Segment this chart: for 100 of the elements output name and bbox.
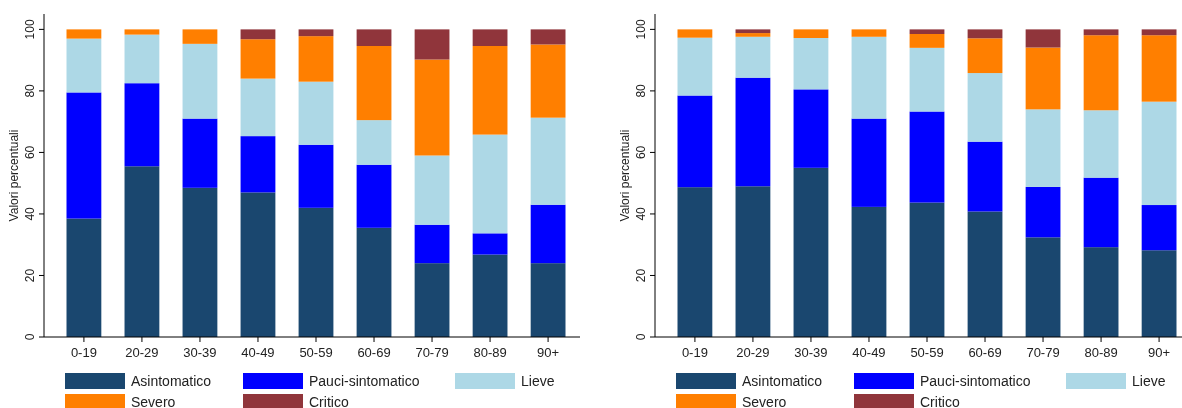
bar [414,29,450,60]
bar [1083,29,1119,36]
x-tick-label: 20-29 [125,345,159,360]
bar [967,38,1003,74]
x-tick-label: 30-39 [183,345,217,360]
bar [793,37,829,90]
y-tick-label: 100 [23,19,37,40]
bar [967,73,1003,142]
bar [1141,205,1177,251]
bar [909,202,945,337]
bar [414,155,450,225]
bar [909,111,945,203]
bar [909,29,945,34]
bar [240,78,276,137]
bar [735,36,771,78]
bar [298,81,334,145]
bar [793,29,829,38]
bar [530,117,566,205]
bar [414,263,450,337]
bar [356,120,392,165]
bar [356,45,392,121]
x-tick-label: 30-39 [794,345,828,360]
legend-label: Lieve [521,373,555,389]
bar [909,47,945,112]
bar [414,224,450,264]
bar [1025,29,1061,48]
y-tick-label: 20 [634,268,648,283]
bar [530,29,566,45]
legend-label: Severo [131,394,176,408]
legend-label: Critico [920,394,960,408]
bar [298,29,334,37]
bar [1025,47,1061,110]
bar [182,43,218,119]
x-tick-label: 0-19 [681,345,708,360]
bar [1083,110,1119,178]
x-tick-label: 90+ [1148,345,1171,360]
bar [472,233,508,255]
bar [124,29,160,35]
legend-label: Critico [309,394,349,408]
bar [1141,250,1177,337]
y-tick-label: 40 [634,206,648,221]
bar [677,95,713,188]
bar [1025,109,1061,187]
bar [472,29,508,46]
bar [66,218,102,337]
bar [240,136,276,193]
x-tick-label: 50-59 [299,345,333,360]
bar [1083,247,1119,337]
x-tick-label: 80-89 [1084,345,1118,360]
bar [240,29,276,40]
bar [472,45,508,135]
bar [356,164,392,228]
bar [414,59,450,156]
y-tick-label: 20 [23,268,37,283]
bar [967,29,1003,39]
y-tick-label: 0 [634,333,648,341]
x-tick-label: 50-59 [910,345,944,360]
bar [851,118,887,207]
y-tick-label: 100 [634,19,648,40]
bar [735,29,771,34]
bar [677,187,713,337]
x-tick-label: 80-89 [473,345,507,360]
x-tick-label: 60-69 [357,345,391,360]
bar [66,92,102,219]
bar [124,83,160,167]
bar [735,186,771,337]
bar [298,36,334,82]
bar [1083,177,1119,248]
bar [182,187,218,337]
bar [182,118,218,188]
bar [66,29,102,39]
bar [472,254,508,337]
legend-label: Lieve [1132,373,1166,389]
legend-label: Asintomatico [131,373,212,389]
y-tick-label: 40 [23,206,37,221]
bar [530,263,566,337]
x-tick-label: 60-69 [968,345,1002,360]
bar [851,36,887,119]
bar [851,206,887,337]
x-tick-label: 70-79 [415,345,449,360]
bar [356,227,392,337]
bar [909,34,945,48]
bar [1025,186,1061,238]
y-tick-label: 80 [634,83,648,98]
y-tick-label: 80 [23,83,37,98]
bar [1025,237,1061,337]
bar [182,29,218,44]
legend-label: Pauci-sintomatico [309,373,420,389]
bar [793,89,829,168]
x-tick-label: 70-79 [1026,345,1060,360]
bar [967,141,1003,212]
bar [1141,101,1177,206]
y-axis-title: Valori percentuali [7,129,21,222]
legend-label: Pauci-sintomatico [920,373,1031,389]
bar [66,38,102,93]
y-tick-label: 60 [634,145,648,160]
y-tick-label: 0 [23,333,37,341]
bar [530,204,566,264]
bar [240,192,276,337]
bar [793,167,829,337]
